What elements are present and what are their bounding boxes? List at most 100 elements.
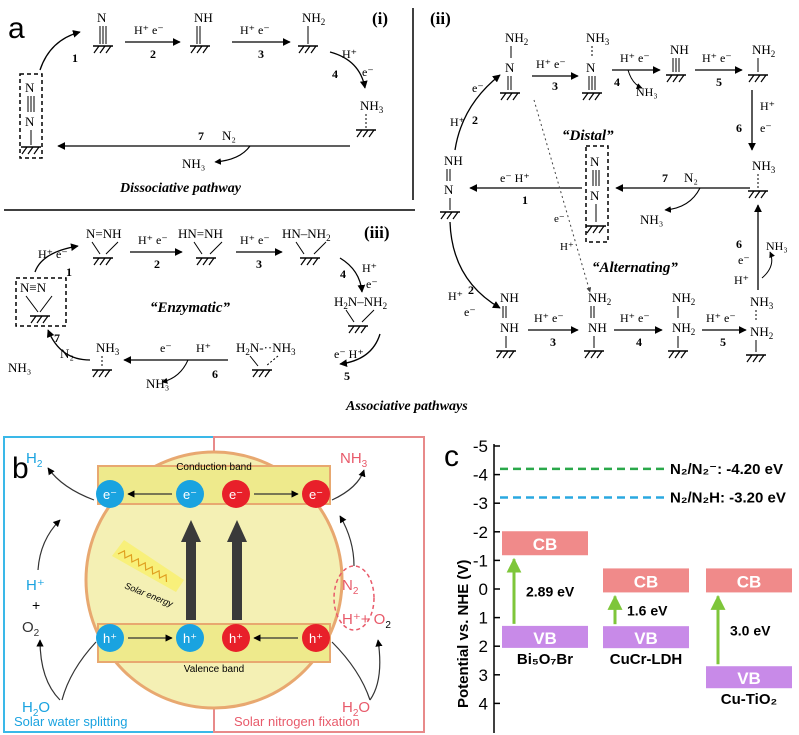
material-name-1: CuCr-LDH	[610, 651, 683, 668]
reagent-he-3i: H⁺ e⁻	[240, 23, 270, 37]
species-n-i: N	[97, 10, 107, 25]
y-tick-label-1: -4	[473, 466, 488, 485]
y-tick-label-5: 0	[479, 580, 488, 599]
product-hplus: H⁺	[26, 577, 45, 594]
species-nh-alt2b: NH	[588, 320, 607, 335]
panel-a: a (i) (ii) (iii) N N 1 N H⁺ e⁻ 2 NH	[4, 8, 788, 414]
reagent-nh3-ii: NH₃	[640, 212, 663, 227]
species-n-ii-c2: N	[590, 188, 600, 203]
conduction-band-label: Conduction band	[176, 462, 252, 473]
associative-caption: Associative pathways	[345, 399, 468, 414]
reagent-e-6ii-up: e⁻	[738, 253, 750, 267]
material-name-2: Cu-TiO₂	[721, 691, 777, 708]
valence-band-label: Valence band	[184, 664, 244, 675]
hole-blue-1	[96, 624, 124, 652]
n2-n2minus-label: N₂/N₂⁻: -4.20 eV	[670, 461, 783, 478]
reagent-nh3-6ii-up: NH₃	[766, 239, 788, 253]
species-n-nh-iii: N=NH	[86, 226, 122, 241]
hole-blue-2	[176, 624, 204, 652]
species-nh2-i: NH2	[302, 10, 325, 27]
reagent-nh3-6iii: NH₃	[146, 376, 169, 391]
sub-ii-label: (ii)	[430, 9, 451, 28]
reagent-h-diag: H⁺	[560, 241, 574, 253]
sub-i-label: (i)	[372, 9, 388, 28]
electron-blue-1	[96, 480, 124, 508]
species-nh-ii-start: NH	[444, 153, 463, 168]
y-tick-label-6: 1	[479, 609, 488, 628]
reagent-nh3-iii: NH₃	[8, 360, 31, 375]
step-2-ii-low: 2	[468, 283, 474, 297]
reagent-nh3-i: NH₃	[182, 156, 205, 171]
vb-label-2: VB	[737, 669, 761, 688]
enzymatic-label: “Enzymatic”	[150, 300, 231, 316]
cb-bar-1	[603, 568, 689, 593]
gap-label-0: 2.89 eV	[526, 584, 575, 600]
reagent-he-3iii: H⁺ e⁻	[240, 233, 270, 247]
reagent-he-3ii-low: H⁺ e⁻	[534, 311, 564, 325]
cb-label-1: CB	[634, 572, 659, 591]
species-hn-nh-iii: HN=NH	[178, 226, 223, 241]
reagent-eh-5iii: e⁻ H⁺	[334, 347, 364, 361]
reagent-h-6ii-up: H⁺	[734, 273, 749, 287]
species-nh3-distal: NH3	[586, 30, 610, 47]
valence-band-strip	[97, 623, 331, 663]
hole-red-2	[302, 624, 330, 652]
reagent-e-4i: e⁻	[362, 65, 374, 79]
electron-label-1: e⁻	[103, 487, 117, 502]
reagent-he-5ii-low: H⁺ e⁻	[706, 311, 736, 325]
reagent-nh3-4ii: NH₃	[636, 85, 658, 99]
step-2-ii: 2	[472, 113, 478, 127]
electron-red-1	[222, 480, 250, 508]
associative-enzymatic: N≡N H⁺ e⁻ 1 N=NH H⁺ e⁻ 2 HN=NH H⁺ e⁻ 3 H…	[8, 226, 387, 391]
conduction-band-strip	[97, 465, 331, 505]
y-tick-label-9: 4	[479, 694, 488, 713]
n2-hplus-oval	[333, 565, 375, 631]
reagent-h-6iii: H⁺	[196, 341, 211, 355]
step-2-iii: 2	[154, 257, 160, 271]
species-nh-distal: NH	[670, 42, 689, 57]
species-n-distal2: N	[586, 60, 596, 75]
reactant-h2o-left: H2O	[22, 699, 50, 719]
reagent-e-4iii: e⁻	[366, 277, 378, 291]
step-2-i: 2	[150, 47, 156, 61]
step-4-ii: 4	[614, 75, 620, 89]
step-6-ii: 6	[736, 121, 742, 135]
arrow-step1-i	[39, 30, 81, 71]
gap-label-2: 3.0 eV	[730, 622, 771, 638]
step-3-i: 3	[258, 47, 264, 61]
reagent-n2-ii: N₂	[684, 170, 698, 185]
alternating-label: “Alternating”	[592, 260, 678, 276]
sub-iii-label: (iii)	[364, 223, 390, 242]
step-5-ii-low: 5	[720, 335, 726, 349]
step-6-iii: 6	[212, 367, 218, 381]
adsorbed-n2-box	[19, 73, 43, 159]
vb-label-1: VB	[634, 629, 658, 648]
species-n2-side-on: N≡N	[20, 280, 47, 295]
species-n-distal: N	[505, 60, 515, 75]
vb-bar-2	[706, 666, 792, 689]
dissociative-pathway: N N 1 N H⁺ e⁻ 2 NH H⁺ e⁻ 3 NH2 H⁺ 4	[19, 10, 384, 196]
n2-n2h-label: N₂/N₂H: -3.20 eV	[670, 489, 786, 506]
vb-bar-0	[502, 625, 588, 648]
step-5-iii: 5	[344, 369, 350, 383]
species-n-ii-start: N	[444, 182, 454, 197]
species-nh3-iii: NH3	[96, 340, 120, 357]
vb-label-0: VB	[533, 629, 557, 648]
species-nh-alt1b: NH	[500, 320, 519, 335]
y-tick-label-8: 3	[479, 666, 488, 685]
step-7-iii: 7	[54, 331, 60, 345]
vb-bar-1	[603, 626, 689, 649]
electron-label-4: e⁻	[309, 487, 323, 502]
reactant-h2o-right: H2O	[342, 699, 370, 719]
cb-bar-2	[706, 568, 792, 593]
distal-label: “Distal”	[562, 128, 614, 144]
cb-label-2: CB	[737, 572, 762, 591]
species-nh3-alt4: NH3	[750, 294, 774, 311]
y-tick-label-7: 2	[479, 637, 488, 656]
panel-c: c Potential vs. NHE (V) -5-4-3-2-101234 …	[444, 437, 792, 733]
step-6-ii-up: 6	[736, 237, 742, 251]
excitation-arrow-blue	[186, 540, 196, 620]
excitation-arrow-red	[232, 540, 242, 620]
reagent-he-1iii: H⁺ e⁻	[38, 247, 68, 261]
y-tick-label-3: -2	[473, 523, 488, 542]
